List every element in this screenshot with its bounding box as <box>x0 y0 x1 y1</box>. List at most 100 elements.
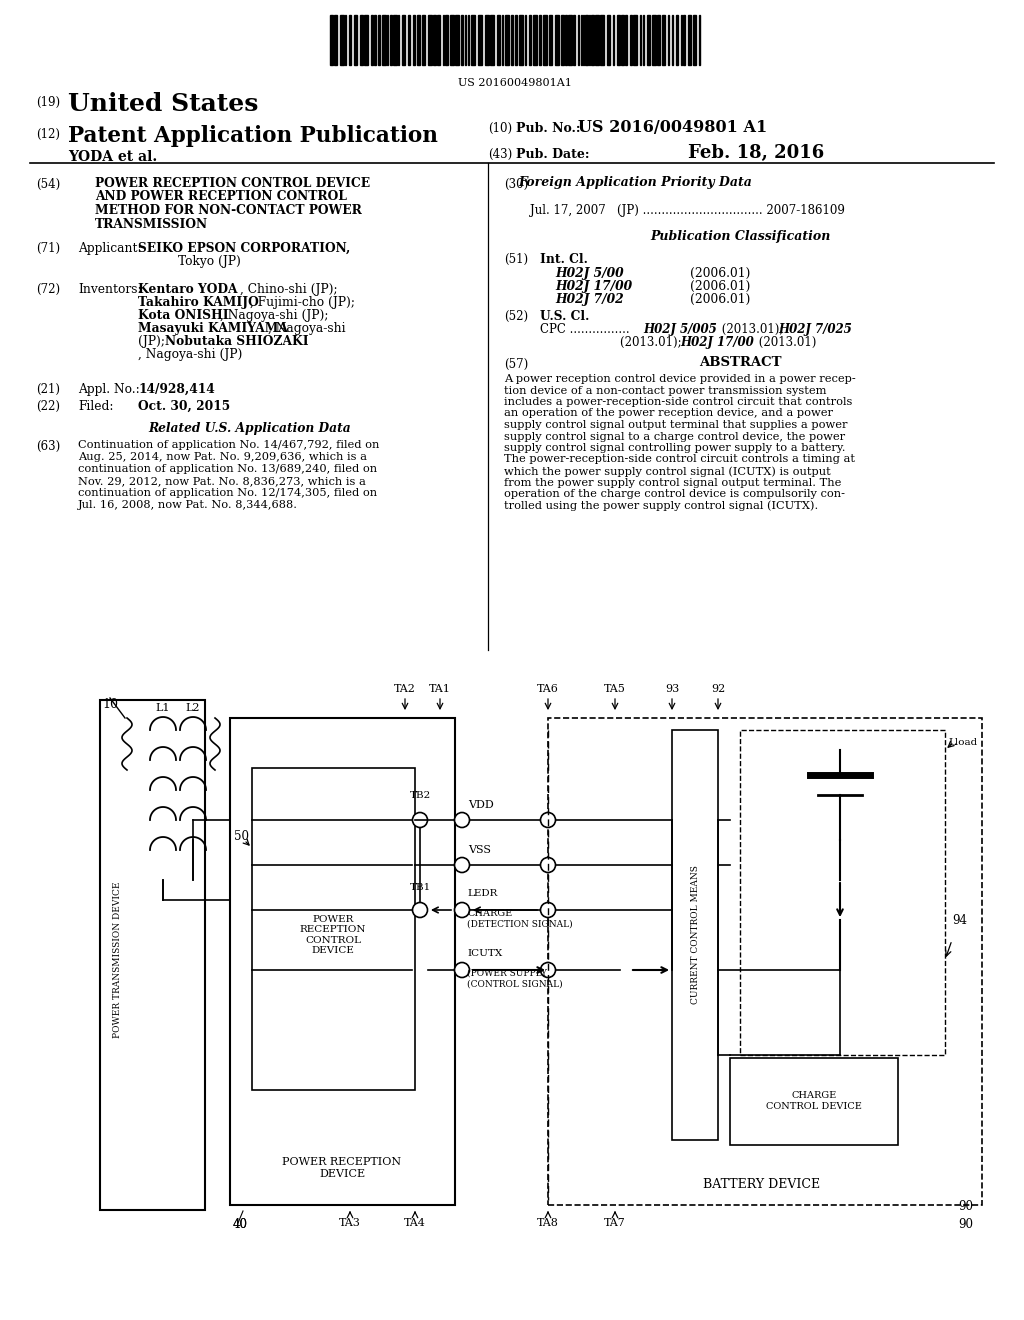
Circle shape <box>413 813 427 828</box>
Text: (CONTROL SIGNAL): (CONTROL SIGNAL) <box>467 979 562 989</box>
Text: H02J 7/02: H02J 7/02 <box>555 293 624 306</box>
Text: BATTERY DEVICE: BATTERY DEVICE <box>703 1179 820 1192</box>
Text: TA3: TA3 <box>339 1218 360 1228</box>
Text: (10): (10) <box>488 121 512 135</box>
Text: POWER
RECEPTION
CONTROL
DEVICE: POWER RECEPTION CONTROL DEVICE <box>300 915 367 956</box>
Bar <box>568 15 572 65</box>
Bar <box>382 15 386 65</box>
Text: TA6: TA6 <box>537 684 559 694</box>
Text: TRANSMISSION: TRANSMISSION <box>95 218 208 231</box>
Text: Inventors:: Inventors: <box>78 282 141 296</box>
Text: U.S. Cl.: U.S. Cl. <box>540 310 590 323</box>
Bar <box>478 15 482 65</box>
Text: (DETECTION SIGNAL): (DETECTION SIGNAL) <box>467 920 572 929</box>
Text: Masayuki KAMIYAMA: Masayuki KAMIYAMA <box>138 322 288 335</box>
Text: (63): (63) <box>36 440 60 453</box>
Bar <box>408 15 410 65</box>
Bar <box>437 15 440 65</box>
Text: TA2: TA2 <box>394 684 416 694</box>
Bar <box>393 15 397 65</box>
Circle shape <box>541 962 555 978</box>
Bar <box>378 15 380 65</box>
Text: 14/928,414: 14/928,414 <box>138 383 215 396</box>
Bar <box>450 15 454 65</box>
Bar <box>529 15 531 65</box>
Text: Jul. 17, 2007   (JP) ................................ 2007-186109: Jul. 17, 2007 (JP) .....................… <box>530 205 845 216</box>
Bar <box>340 15 344 65</box>
Text: TA4: TA4 <box>404 1218 426 1228</box>
Text: US 2016/0049801 A1: US 2016/0049801 A1 <box>578 119 767 136</box>
Text: Kentaro YODA: Kentaro YODA <box>138 282 238 296</box>
Bar <box>515 15 517 65</box>
Bar <box>471 15 475 65</box>
Bar <box>683 15 685 65</box>
Text: Related U.S. Application Data: Related U.S. Application Data <box>148 422 351 436</box>
Text: (2006.01): (2006.01) <box>690 293 751 306</box>
Text: YODA et al.: YODA et al. <box>68 150 158 164</box>
Bar <box>600 15 604 65</box>
Bar <box>676 15 678 65</box>
Text: Filed:: Filed: <box>78 400 114 413</box>
Text: CURRENT CONTROL MEANS: CURRENT CONTROL MEANS <box>690 866 699 1005</box>
Circle shape <box>413 903 427 917</box>
Text: (51): (51) <box>504 253 528 267</box>
Text: continuation of application No. 13/689,240, filed on: continuation of application No. 13/689,2… <box>78 465 377 474</box>
Text: Int. Cl.: Int. Cl. <box>540 253 588 267</box>
Text: Applicant:: Applicant: <box>78 242 141 255</box>
Circle shape <box>541 813 555 828</box>
Text: (2006.01): (2006.01) <box>690 280 751 293</box>
Bar <box>330 15 333 65</box>
Text: CHARGE
CONTROL DEVICE: CHARGE CONTROL DEVICE <box>766 1092 862 1110</box>
Bar <box>621 15 624 65</box>
Circle shape <box>455 903 469 917</box>
Text: Oct. 30, 2015: Oct. 30, 2015 <box>138 400 230 413</box>
Bar <box>548 718 982 1205</box>
Bar <box>230 718 455 1205</box>
Text: H02J 7/025: H02J 7/025 <box>778 323 852 337</box>
Text: (57): (57) <box>504 358 528 371</box>
Bar <box>617 15 620 65</box>
Text: VDD: VDD <box>468 800 494 810</box>
Text: (52): (52) <box>504 310 528 323</box>
Bar <box>662 15 665 65</box>
Text: continuation of application No. 12/174,305, filed on: continuation of application No. 12/174,3… <box>78 488 377 498</box>
Bar <box>607 15 610 65</box>
Text: H02J 17/00: H02J 17/00 <box>555 280 632 293</box>
Circle shape <box>455 858 469 873</box>
Text: Takahiro KAMIJO: Takahiro KAMIJO <box>138 296 259 309</box>
Bar <box>555 15 559 65</box>
Text: supply control signal output terminal that supplies a power: supply control signal output terminal th… <box>504 420 848 430</box>
Text: which the power supply control signal (ICUTX) is output: which the power supply control signal (I… <box>504 466 830 477</box>
Bar <box>417 15 420 65</box>
Text: an operation of the power reception device, and a power: an operation of the power reception devi… <box>504 408 833 418</box>
Text: SEIKO EPSON CORPORATION,: SEIKO EPSON CORPORATION, <box>138 242 350 255</box>
Text: Appl. No.:: Appl. No.: <box>78 383 139 396</box>
Text: The power-reception-side control circuit controls a timing at: The power-reception-side control circuit… <box>504 454 855 465</box>
Bar <box>428 15 432 65</box>
Text: Continuation of application No. 14/467,792, filed on: Continuation of application No. 14/467,7… <box>78 440 379 450</box>
Text: A power reception control device provided in a power recep-: A power reception control device provide… <box>504 374 856 384</box>
Text: (2006.01): (2006.01) <box>690 267 751 280</box>
Text: Publication Classification: Publication Classification <box>650 230 830 243</box>
Text: Kota ONISHI: Kota ONISHI <box>138 309 228 322</box>
Text: TA7: TA7 <box>604 1218 626 1228</box>
Text: METHOD FOR NON-CONTACT POWER: METHOD FOR NON-CONTACT POWER <box>95 205 361 216</box>
Bar <box>633 15 637 65</box>
Text: H02J 17/00: H02J 17/00 <box>680 337 754 348</box>
Text: from the power supply control signal output terminal. The: from the power supply control signal out… <box>504 478 842 487</box>
Text: United States: United States <box>68 92 258 116</box>
Text: ICUTX: ICUTX <box>467 949 502 958</box>
Bar <box>433 15 436 65</box>
Text: (19): (19) <box>36 96 60 110</box>
Text: POWER TRANSMISSION DEVICE: POWER TRANSMISSION DEVICE <box>114 882 123 1039</box>
Bar <box>625 15 627 65</box>
Text: trolled using the power supply control signal (ICUTX).: trolled using the power supply control s… <box>504 500 818 511</box>
Text: (71): (71) <box>36 242 60 255</box>
Text: (30): (30) <box>504 178 528 191</box>
Text: Pub. No.:: Pub. No.: <box>516 121 581 135</box>
Bar <box>490 15 494 65</box>
Bar <box>371 15 373 65</box>
Text: (21): (21) <box>36 383 60 396</box>
Bar <box>652 15 656 65</box>
Text: POWER RECEPTION
DEVICE: POWER RECEPTION DEVICE <box>283 1158 401 1179</box>
